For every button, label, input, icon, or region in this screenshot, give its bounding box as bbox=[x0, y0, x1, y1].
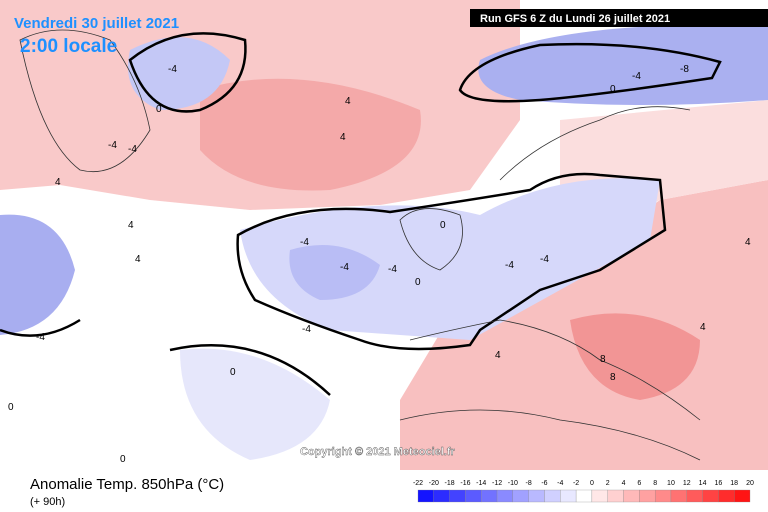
colorbar-label: -18 bbox=[445, 480, 455, 487]
colorbar-label: 12 bbox=[683, 480, 691, 487]
warm-core bbox=[200, 78, 421, 191]
forecast-date: Vendredi 30 juillet 2021 bbox=[14, 15, 179, 32]
run-info: Run GFS 6 Z du Lundi 26 juillet 2021 bbox=[480, 13, 670, 25]
colorbar-label: -8 bbox=[526, 480, 532, 487]
colorbar-swatch bbox=[623, 489, 640, 503]
colorbar-label: 4 bbox=[622, 480, 626, 487]
coastlines bbox=[19, 29, 701, 461]
zero-contours bbox=[0, 32, 722, 396]
contour-label: 4 bbox=[55, 177, 61, 188]
contour-label: 0 bbox=[230, 367, 236, 378]
colorbar-label: 10 bbox=[667, 480, 675, 487]
footer-lead: (+ 90h) bbox=[30, 496, 65, 508]
contour-label: 4 bbox=[700, 322, 706, 333]
contour-label: 4 bbox=[135, 254, 141, 265]
contour-labels: -4 0 -4 -4 4 4 4 -4 -4 -4 0 -4 0 -4 -4 88 4 4 4 0 -8 4 4 -4 -4 0 0… bbox=[8, 64, 751, 465]
contour-label: -4 bbox=[300, 237, 309, 248]
contour-label: -4 bbox=[632, 71, 641, 82]
colorbar-swatch bbox=[670, 489, 687, 503]
colorbar-swatch bbox=[449, 489, 466, 503]
colorbar-swatch bbox=[702, 489, 719, 503]
colorbar-label: -22 bbox=[413, 480, 423, 487]
contour-label: 8 bbox=[610, 372, 616, 383]
contour-label: 0 bbox=[156, 104, 162, 115]
contour-label: 0 bbox=[415, 277, 421, 288]
contour-label: -4 bbox=[302, 324, 311, 335]
contour-label: -4 bbox=[505, 260, 514, 271]
contour-label: 4 bbox=[345, 96, 351, 107]
contour-label: -4 bbox=[168, 64, 177, 75]
colorbar-swatch bbox=[512, 489, 529, 503]
contour-label: -4 bbox=[388, 264, 397, 275]
colorbar-swatch bbox=[718, 489, 735, 503]
contour-label: 4 bbox=[745, 237, 751, 248]
contour-label: 0 bbox=[440, 220, 446, 231]
colorbar-label: -6 bbox=[541, 480, 547, 487]
cool-area bbox=[240, 178, 660, 340]
colorbar-swatch bbox=[607, 489, 624, 503]
colorbar-label: 8 bbox=[653, 480, 657, 487]
colorbar-label: 0 bbox=[590, 480, 594, 487]
footer-title: Anomalie Temp. 850hPa (°C) bbox=[30, 476, 224, 493]
colorbar-swatch bbox=[560, 489, 577, 503]
contour-label: -4 bbox=[340, 262, 349, 273]
colorbar-label: -12 bbox=[492, 480, 502, 487]
cool-area bbox=[0, 214, 75, 335]
cool-core bbox=[289, 245, 380, 300]
contour-label: 4 bbox=[128, 220, 134, 231]
contour-label: 4 bbox=[495, 350, 501, 361]
colorbar-swatch bbox=[591, 489, 608, 503]
colorbar-label: -10 bbox=[508, 480, 518, 487]
contour-label: -4 bbox=[108, 140, 117, 151]
colorbar-swatch bbox=[686, 489, 703, 503]
colorbar-label: -16 bbox=[460, 480, 470, 487]
contour-label: -4 bbox=[128, 144, 137, 155]
cool-area bbox=[180, 348, 330, 460]
colorbar-swatch bbox=[528, 489, 545, 503]
colorbar-swatch bbox=[639, 489, 656, 503]
colorbar-label: -20 bbox=[429, 480, 439, 487]
colorbar-swatch bbox=[465, 489, 482, 503]
colorbar-label: -2 bbox=[573, 480, 579, 487]
colorbar: -22 -20 -18 -16 -14 -12 -10 -8 -6 -4 -2 0 2 4 6 8 10 12 14… bbox=[413, 480, 754, 503]
colorbar-label: 18 bbox=[730, 480, 738, 487]
contour-label: 0 bbox=[610, 84, 616, 95]
contour-label: 8 bbox=[600, 354, 606, 365]
warm-core bbox=[570, 313, 700, 400]
colorbar-swatch bbox=[433, 489, 450, 503]
colorbar-label: 2 bbox=[606, 480, 610, 487]
colorbar-swatch bbox=[734, 489, 751, 503]
colorbar-label: 6 bbox=[637, 480, 641, 487]
colorbar-swatch bbox=[575, 489, 593, 503]
forecast-time: 2:00 locale bbox=[20, 36, 117, 57]
contour-label: 4 bbox=[340, 132, 346, 143]
colorbar-label: 14 bbox=[699, 480, 707, 487]
colorbar-label: -4 bbox=[557, 480, 563, 487]
cool-area bbox=[128, 37, 230, 111]
colorbar-swatch bbox=[544, 489, 561, 503]
colorbar-swatch bbox=[417, 489, 434, 503]
colorbar-label: 16 bbox=[714, 480, 722, 487]
contour-label: -8 bbox=[680, 64, 689, 75]
colorbar-swatch bbox=[481, 489, 498, 503]
contour-label: 0 bbox=[120, 454, 126, 465]
contour-label: -4 bbox=[540, 254, 549, 265]
run-banner bbox=[470, 9, 768, 27]
colorbar-label: 20 bbox=[746, 480, 754, 487]
contour-label: 0 bbox=[8, 402, 14, 413]
colorbar-label: -14 bbox=[476, 480, 486, 487]
contour-label: -4 bbox=[36, 332, 45, 343]
colorbar-swatch bbox=[496, 489, 514, 503]
copyright: Copyright © 2021 Meteociel.fr bbox=[300, 446, 456, 458]
colorbar-swatch bbox=[654, 489, 672, 503]
